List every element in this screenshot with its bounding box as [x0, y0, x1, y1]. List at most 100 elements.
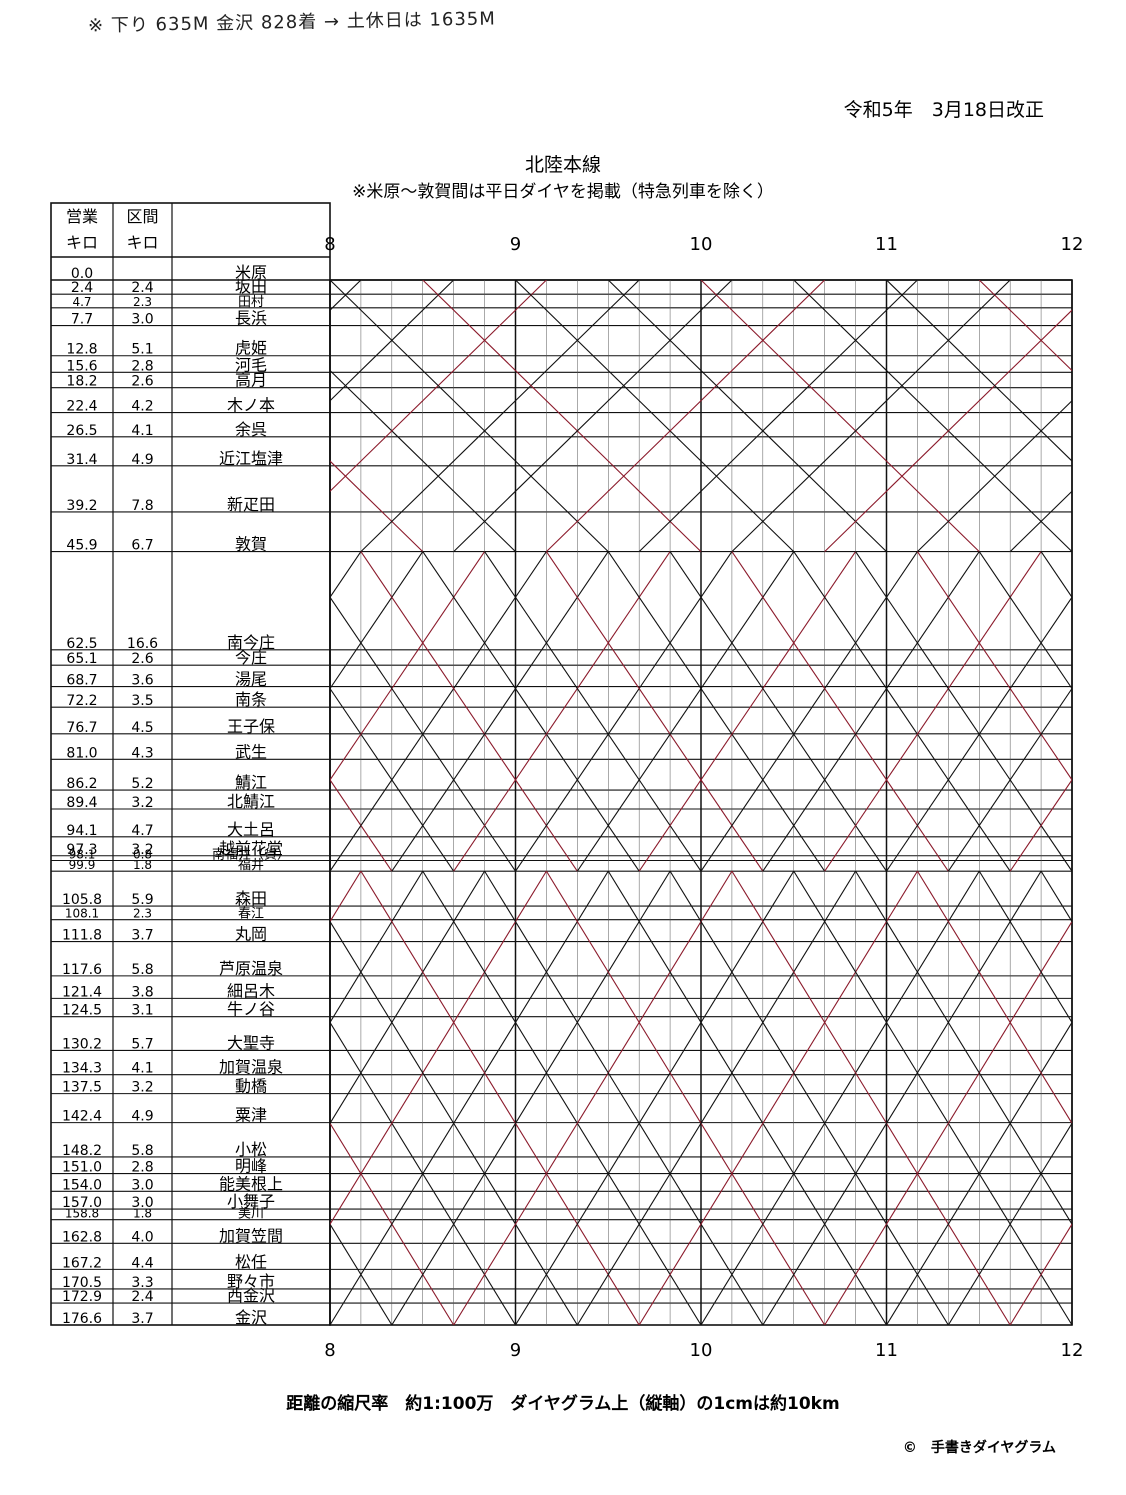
station-name: 高月 — [235, 371, 267, 390]
station-name: 大土呂 — [227, 820, 275, 839]
hour-label-bottom: 8 — [324, 1340, 335, 1361]
station-km: 167.2 — [62, 1255, 102, 1271]
station-section-km: 5.7 — [131, 1036, 153, 1052]
train-line-down — [1103, 552, 1126, 872]
train-line-down — [330, 460, 424, 552]
hour-labels: 8 8 9 9 10 10 11 11 12 12 — [324, 234, 1083, 1361]
station-section-km: 3.0 — [131, 312, 153, 328]
station-section-km: 2.6 — [131, 651, 153, 667]
train-line-up — [762, 551, 980, 872]
train-line-down — [793, 551, 1011, 872]
train-line-up — [330, 280, 455, 402]
station-name: 湯尾 — [235, 670, 267, 689]
train-line-up — [330, 551, 486, 781]
hour-label-top: 10 — [690, 234, 713, 255]
train-line-down — [700, 280, 980, 552]
station-section-km: 3.7 — [131, 1311, 153, 1327]
station-section-km: 2.3 — [133, 295, 152, 309]
train-line-up — [886, 1021, 1072, 1325]
station-name: 明峰 — [235, 1157, 267, 1176]
diagram-title: 北陸本線 — [524, 154, 601, 176]
train-line-down — [330, 920, 578, 1325]
hour-label-top: 9 — [510, 234, 521, 255]
station-km: 89.4 — [66, 795, 97, 811]
hour-label-top: 11 — [875, 234, 898, 255]
station-name: 坂田 — [235, 277, 267, 296]
train-line-up — [453, 870, 733, 1325]
train-line-down — [330, 1021, 516, 1325]
station-km: 7.7 — [71, 312, 93, 328]
station-name: 小舞子 — [227, 1192, 275, 1211]
station-name: 細呂木 — [227, 981, 275, 1000]
station-km: 65.1 — [66, 651, 97, 667]
train-line-down — [515, 280, 795, 552]
station-km: 170.5 — [62, 1275, 102, 1291]
train-line-down — [669, 551, 887, 872]
km-header: 営業 — [66, 207, 98, 226]
station-name: 近江塩津 — [219, 449, 283, 468]
station-name: 田村 — [238, 295, 264, 310]
train-line-up — [330, 280, 362, 311]
train-line-up — [330, 870, 486, 1125]
station-km: 142.4 — [62, 1109, 102, 1125]
train-line-down — [330, 596, 516, 872]
train-line-up — [824, 551, 1042, 872]
station-section-km: 3.5 — [131, 693, 153, 709]
train-line-up — [576, 551, 795, 872]
train-line-down — [545, 551, 764, 872]
station-section-km: 2.3 — [133, 907, 152, 921]
train-lines — [330, 280, 1126, 1325]
station-km: 0.0 — [71, 266, 93, 282]
station-name: 牛ノ谷 — [227, 1000, 275, 1019]
station-name: 美川 — [238, 1207, 264, 1222]
station-section-km: 3.0 — [131, 1177, 153, 1193]
hour-label-bottom: 9 — [510, 1340, 521, 1361]
station-section-km: 4.4 — [131, 1255, 153, 1271]
station-km: 137.5 — [62, 1080, 102, 1096]
station-name: 松任 — [235, 1252, 267, 1271]
train-line-down — [731, 551, 949, 872]
station-name: 武生 — [235, 742, 267, 761]
train-line-down — [1040, 870, 1072, 923]
station-section-km: 3.2 — [131, 842, 153, 858]
station-km: 22.4 — [66, 399, 97, 415]
station-section-km: 5.1 — [131, 342, 153, 358]
station-name: 春江 — [238, 907, 264, 922]
station-name: 森田 — [235, 889, 267, 908]
station-section-km: 3.2 — [131, 795, 153, 811]
station-name: 野々市 — [227, 1272, 275, 1291]
station-km: 99.9 — [69, 858, 96, 872]
station-section-km: 2.8 — [131, 1160, 153, 1176]
station-km: 162.8 — [62, 1229, 102, 1245]
train-line-up — [638, 551, 857, 872]
train-line-up — [1103, 280, 1126, 552]
station-section-km: 3.3 — [131, 1275, 153, 1291]
station-section-km: 2.8 — [131, 358, 153, 374]
train-line-down — [330, 280, 609, 552]
train-line-down — [1040, 551, 1072, 599]
train-line-up — [700, 870, 980, 1325]
station-km: 94.1 — [66, 823, 97, 839]
station-section-km: 4.0 — [131, 1229, 153, 1245]
train-line-up — [515, 870, 795, 1325]
train-line-down — [916, 551, 1072, 781]
station-km: 172.9 — [62, 1289, 102, 1305]
station-section-km: 4.1 — [131, 423, 153, 439]
station-km: 121.4 — [62, 984, 102, 1000]
train-line-up — [947, 687, 1072, 872]
station-km: 68.7 — [66, 673, 97, 689]
station-section-km: 4.5 — [131, 720, 153, 736]
train-line-up — [886, 596, 1072, 872]
train-line-down — [1071, 280, 1072, 281]
scale-note: 距離の縮尺率 約1:100万 ダイヤグラム上（縦軸）の1cmは約10km — [286, 1394, 840, 1414]
station-name: 虎姫 — [235, 339, 267, 358]
time-grid — [51, 279, 1073, 1326]
station-section-km: 4.7 — [131, 823, 153, 839]
station-name: 金沢 — [235, 1308, 267, 1327]
train-line-up — [330, 870, 547, 1226]
train-line-up — [824, 309, 1072, 552]
train-line-up — [638, 870, 918, 1325]
train-line-down — [978, 870, 1072, 1024]
station-section-km: 3.7 — [131, 928, 153, 944]
